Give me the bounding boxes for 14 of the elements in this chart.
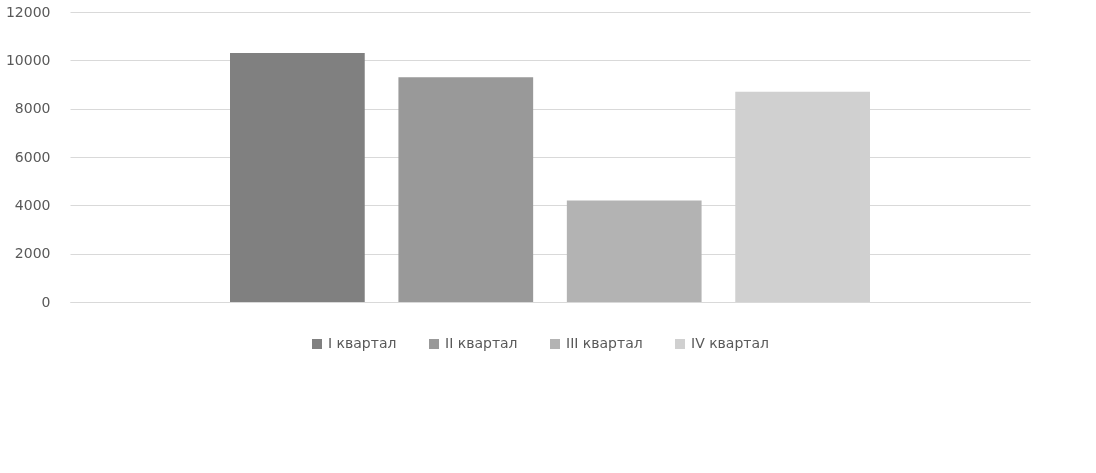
legend-label: III квартал: [566, 335, 643, 351]
legend-label: II квартал: [445, 335, 518, 351]
legend-label: I квартал: [328, 335, 397, 351]
y-tick-label: 8000: [14, 100, 51, 117]
y-tick-label: 6000: [14, 148, 51, 165]
y-tick-label: 2000: [14, 245, 51, 262]
y-tick-label: 12000: [5, 3, 51, 20]
bar: [230, 53, 365, 302]
legend-label: IV квартал: [691, 335, 770, 351]
y-tick-label: 0: [41, 293, 51, 310]
bar: [566, 200, 702, 302]
y-tick-label: 10000: [5, 51, 51, 68]
bar: [398, 77, 534, 302]
y-tick-label: 4000: [14, 196, 51, 213]
